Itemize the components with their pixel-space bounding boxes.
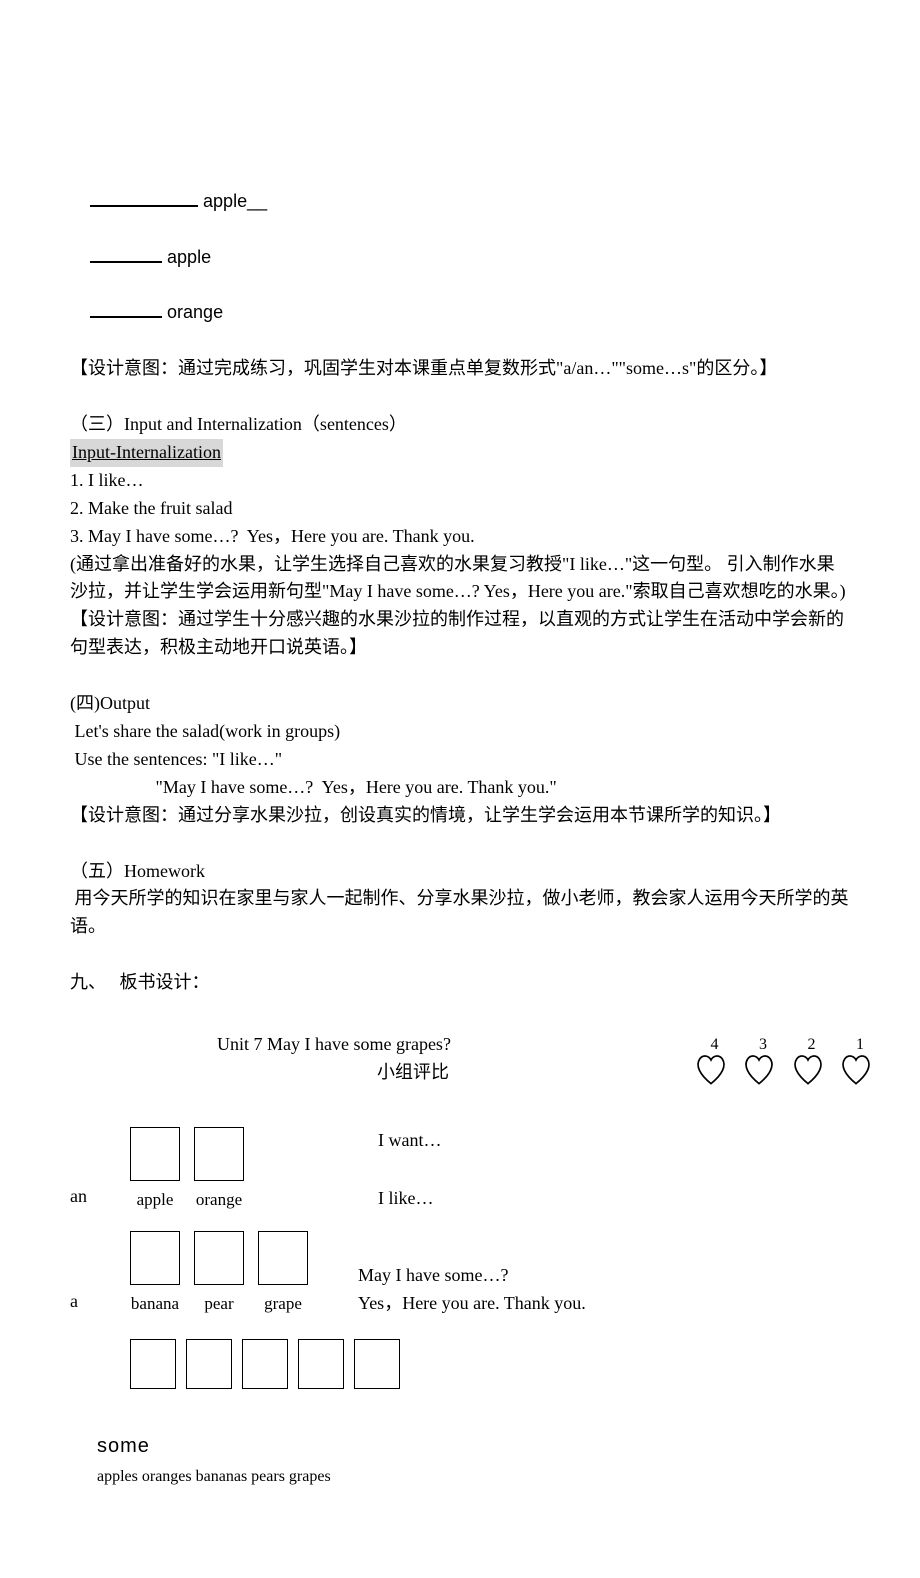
sentence-col-2: May I have some…? Yes，Here you are. Than… xyxy=(358,1290,586,1318)
hearts-row: 4 3 2 1 xyxy=(689,1051,879,1101)
board-row-some xyxy=(70,1339,850,1389)
blank-word-1: apple__ xyxy=(203,191,267,211)
blank-1 xyxy=(90,189,198,207)
i-want: I want… xyxy=(378,1127,441,1155)
section-4-title: (四)Output xyxy=(70,690,850,718)
heart-3: 3 xyxy=(737,1051,781,1101)
square-box xyxy=(130,1127,180,1181)
some-words: apples oranges bananas pears grapes xyxy=(97,1468,331,1485)
sec3-intent: 【设计意图：通过学生十分感兴趣的水果沙拉的制作过程，以直观的方式让学生在活动中学… xyxy=(70,606,850,662)
sq-apple: apple xyxy=(130,1127,180,1213)
may-i-have: May I have some…? xyxy=(358,1262,586,1290)
sec4-line1: Let's share the salad(work in groups) xyxy=(70,718,850,746)
cap-grape: grape xyxy=(264,1291,302,1317)
blank-2 xyxy=(90,244,162,262)
board-heading: 九、 板书设计： xyxy=(70,969,850,997)
sec4-intent: 【设计意图：通过分享水果沙拉，创设真实的情境，让学生学会运用本节课所学的知识。】 xyxy=(70,802,850,830)
board-row-a: a banana pear grape May I have some…? Ye… xyxy=(70,1231,850,1317)
square-box xyxy=(194,1231,244,1285)
cap-banana: banana xyxy=(131,1291,179,1317)
square-box xyxy=(130,1231,180,1285)
heart-num-2: 2 xyxy=(790,1033,834,1058)
blank-3 xyxy=(90,300,162,318)
square-box xyxy=(298,1339,344,1389)
cap-pear: pear xyxy=(204,1291,233,1317)
section-3-subtitle: Input-Internalization xyxy=(70,439,850,467)
square-box xyxy=(242,1339,288,1389)
fill-blank-line: apple__ apple orange xyxy=(70,160,850,355)
heart-1: 1 xyxy=(834,1051,878,1101)
yes-here-you-are: Yes，Here you are. Thank you. xyxy=(358,1290,586,1318)
sq-orange: orange xyxy=(194,1127,244,1213)
blank-word-2: apple xyxy=(167,247,211,267)
heart-2: 2 xyxy=(786,1051,830,1101)
sec3-line3: 3. May I have some…? Yes，Here you are. T… xyxy=(70,523,850,551)
blank-word-3: orange xyxy=(167,302,223,322)
sec4-line2: Use the sentences: "I like…" xyxy=(70,746,850,774)
square-box xyxy=(186,1339,232,1389)
board-row-an: an apple orange I want… I like… xyxy=(70,1127,850,1213)
some-label: some xyxy=(97,1435,150,1457)
board-diagram: Unit 7 May I have some grapes? 小组评比 4 3 … xyxy=(70,1003,850,1518)
sq-banana: banana xyxy=(130,1231,180,1317)
square-box xyxy=(354,1339,400,1389)
sq-grape: grape xyxy=(258,1231,308,1317)
sentence-col-1: I want… I like… xyxy=(378,1163,441,1213)
sec3-line1: 1. I like… xyxy=(70,467,850,495)
i-like: I like… xyxy=(378,1185,441,1213)
sec3-para: (通过拿出准备好的水果，让学生选择自己喜欢的水果复习教授"I like…"这一句… xyxy=(70,551,850,607)
sec5-body: 用今天所学的知识在家里与家人一起制作、分享水果沙拉，做小老师，教会家人运用今天所… xyxy=(70,885,850,941)
sec3-line2: 2. Make the fruit salad xyxy=(70,495,850,523)
heart-4: 4 xyxy=(689,1051,733,1101)
design-intent-1: 【设计意图：通过完成练习，巩固学生对本课重点单复数形式"a/an…""some…… xyxy=(70,355,850,383)
unit-title: Unit 7 May I have some grapes? xyxy=(217,1031,451,1059)
a-label: a xyxy=(70,1288,130,1318)
document-page: apple__ apple orange 【设计意图：通过完成练习，巩固学生对本… xyxy=(0,0,920,1578)
square-box xyxy=(258,1231,308,1285)
group-eval-label: 小组评比 xyxy=(377,1059,449,1087)
heart-num-4: 4 xyxy=(693,1033,737,1058)
square-box xyxy=(194,1127,244,1181)
cap-apple: apple xyxy=(137,1187,174,1213)
an-label: an xyxy=(70,1183,130,1213)
section-3-title: （三）Input and Internalization（sentences） xyxy=(70,411,850,439)
cap-orange: orange xyxy=(196,1187,242,1213)
sec4-line3: "May I have some…? Yes，Here you are. Tha… xyxy=(70,774,850,802)
section-5-title: （五）Homework xyxy=(70,858,850,886)
heart-num-3: 3 xyxy=(741,1033,785,1058)
some-caption-row: some apples oranges bananas pears grapes xyxy=(70,1403,850,1518)
input-internalization-label: Input-Internalization xyxy=(70,439,223,467)
sq-pear: pear xyxy=(194,1231,244,1317)
heart-num-1: 1 xyxy=(838,1033,882,1058)
square-box xyxy=(130,1339,176,1389)
